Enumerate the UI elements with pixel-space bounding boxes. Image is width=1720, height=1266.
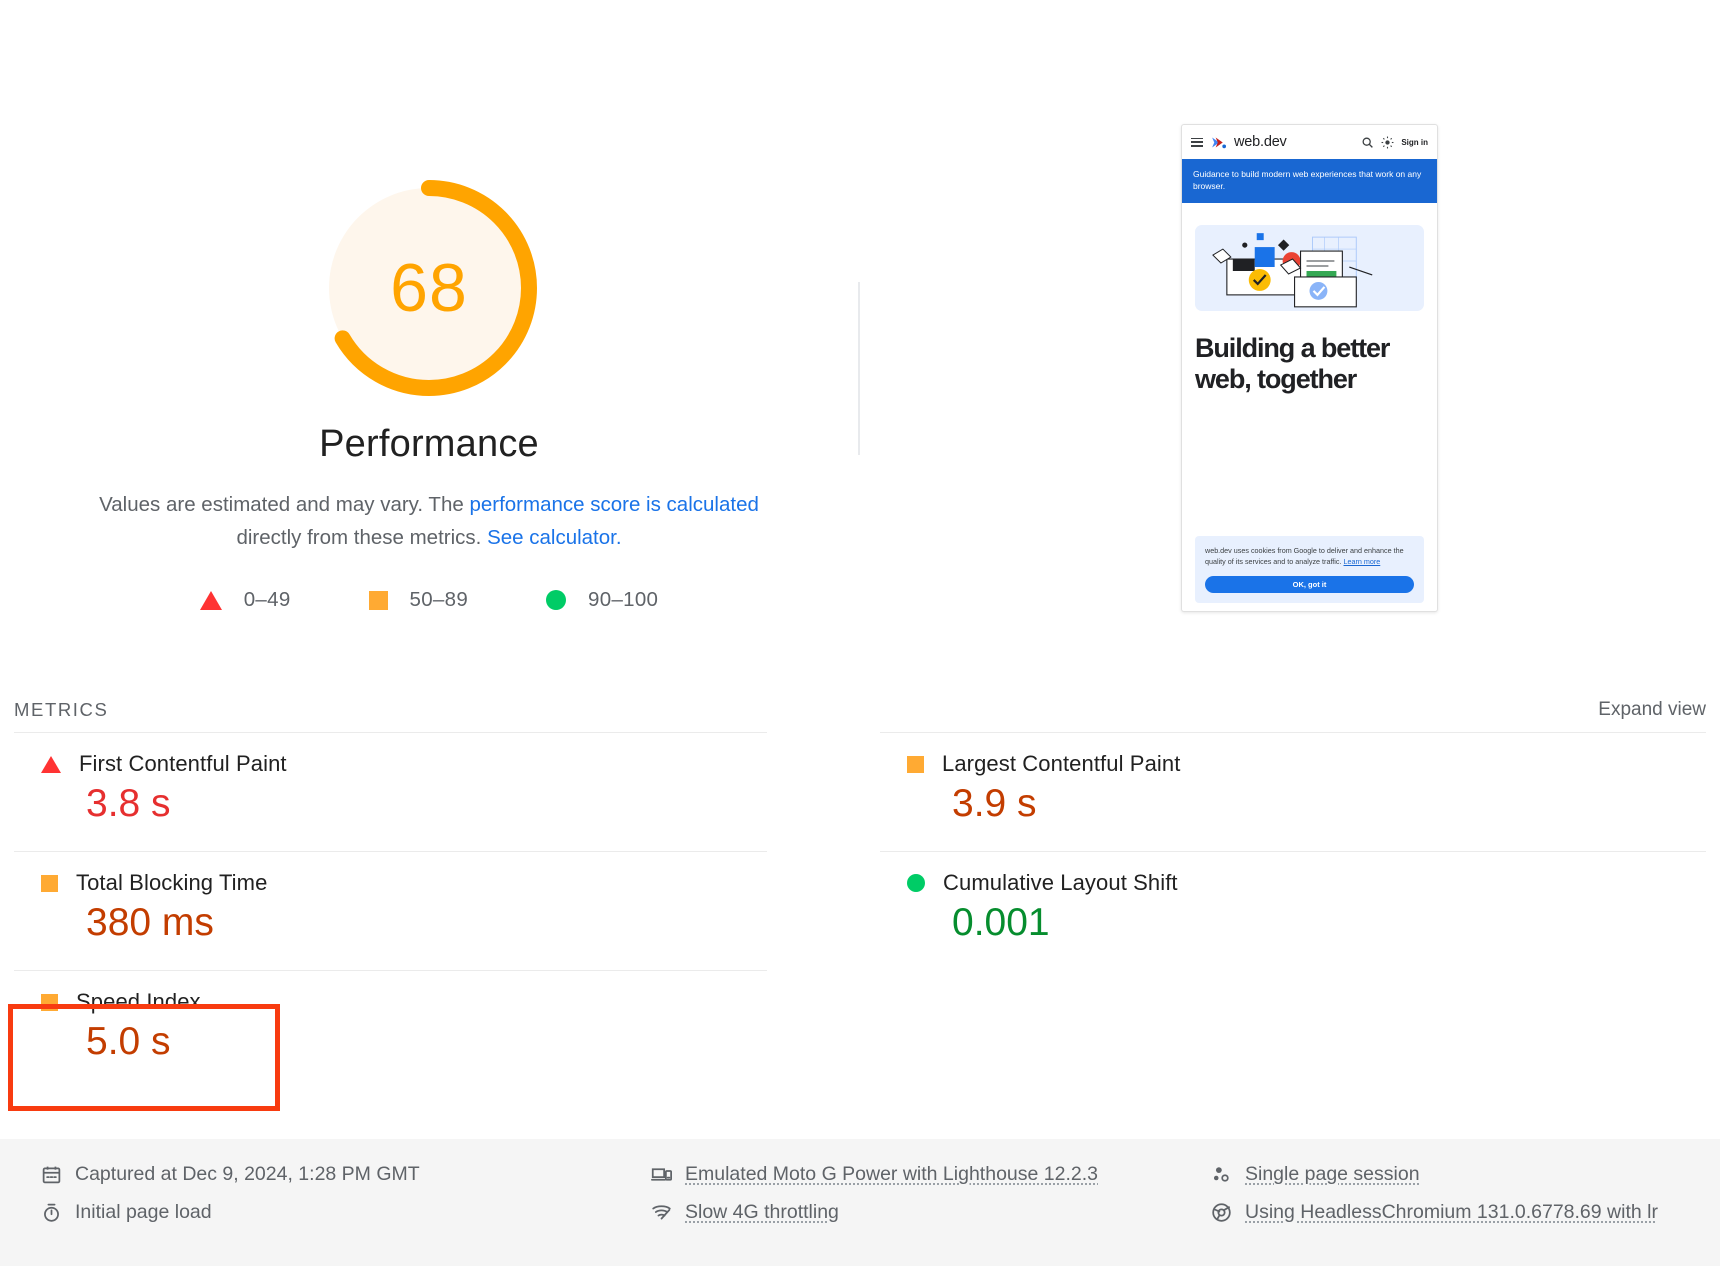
metric-label: First Contentful Paint bbox=[79, 751, 287, 776]
square-icon bbox=[41, 993, 58, 1011]
thumbnail-headline: Building a better web, together bbox=[1195, 333, 1390, 394]
see-calculator-link[interactable]: See calculator. bbox=[487, 526, 622, 550]
metric-label: Largest Contentful Paint bbox=[942, 751, 1181, 776]
chrome-icon bbox=[1210, 1202, 1232, 1224]
metric-row: Speed Index bbox=[14, 989, 767, 1015]
footer-text[interactable]: Single page session bbox=[1245, 1163, 1420, 1185]
footer-item-emulated-device[interactable]: Emulated Moto G Power with Lighthouse 12… bbox=[650, 1163, 1210, 1186]
legend-label-pass: 90–100 bbox=[588, 588, 659, 612]
metric-value: 5.0 s bbox=[86, 1020, 171, 1064]
footer-item-throttling[interactable]: Slow 4G throttling bbox=[650, 1201, 1210, 1224]
metrics-header: METRICS Expand view bbox=[0, 690, 1720, 730]
footer-text[interactable]: Slow 4G throttling bbox=[685, 1201, 839, 1223]
thumbnail-cookie-text: web.dev uses cookies from Google to deli… bbox=[1205, 545, 1414, 568]
performance-gauge[interactable]: 68 bbox=[318, 177, 540, 399]
metric-cumulative-layout-shift[interactable]: Cumulative Layout Shift 0.001 bbox=[880, 851, 1706, 970]
metric-largest-contentful-paint[interactable]: Largest Contentful Paint 3.9 s bbox=[880, 732, 1706, 851]
metrics-column-left: First Contentful Paint 3.8 s Total Block… bbox=[0, 732, 860, 1089]
cookie-learn-more-link: Learn more bbox=[1343, 557, 1381, 567]
metric-value: 0.001 bbox=[952, 901, 1050, 945]
metric-value: 380 ms bbox=[86, 901, 214, 945]
metric-label: Cumulative Layout Shift bbox=[943, 870, 1178, 896]
calendar-icon bbox=[40, 1164, 62, 1186]
footer-item-user-agent[interactable]: Using HeadlessChromium 131.0.6778.69 wit… bbox=[1210, 1201, 1680, 1224]
stopwatch-icon bbox=[40, 1202, 62, 1224]
score-description: Values are estimated and may vary. The p… bbox=[79, 488, 779, 554]
metric-row: Total Blocking Time bbox=[14, 870, 767, 896]
legend-item-average: 50–89 bbox=[368, 588, 469, 612]
metric-label: Speed Index bbox=[76, 989, 201, 1015]
thumbnail-site-header: web.dev Sign in bbox=[1182, 125, 1437, 159]
webdev-logo-icon bbox=[1212, 137, 1227, 148]
metric-first-contentful-paint[interactable]: First Contentful Paint 3.8 s bbox=[14, 732, 767, 851]
search-icon bbox=[1362, 137, 1374, 148]
gauge-score-value: 68 bbox=[390, 250, 468, 326]
thumbnail-hero-illustration bbox=[1195, 225, 1424, 311]
score-and-screenshot-area: 68 Performance Values are estimated and … bbox=[0, 0, 1438, 612]
metrics-grid: First Contentful Paint 3.8 s Total Block… bbox=[0, 732, 1720, 1089]
final-screenshot-thumbnail[interactable]: web.dev Sign in Guidance to build modern… bbox=[1181, 124, 1438, 612]
page-title: Performance bbox=[319, 423, 539, 465]
footer-item-captured-at: Captured at Dec 9, 2024, 1:28 PM GMT bbox=[40, 1163, 650, 1186]
metric-speed-index[interactable]: Speed Index 5.0 s bbox=[14, 970, 767, 1089]
metric-row: Largest Contentful Paint bbox=[880, 751, 1706, 777]
metric-row: Cumulative Layout Shift bbox=[880, 870, 1706, 896]
report-footer: Captured at Dec 9, 2024, 1:28 PM GMT Ini… bbox=[0, 1139, 1720, 1266]
sessions-icon bbox=[1210, 1164, 1232, 1186]
thumbnail-cookie-banner: web.dev uses cookies from Google to deli… bbox=[1195, 535, 1424, 603]
footer-column-capture: Captured at Dec 9, 2024, 1:28 PM GMT Ini… bbox=[40, 1163, 650, 1266]
score-description-mid: directly from these metrics. bbox=[236, 526, 488, 550]
legend-item-fail: 0–49 bbox=[199, 588, 291, 612]
square-icon bbox=[368, 590, 388, 610]
triangle-icon bbox=[199, 590, 222, 610]
metrics-column-right: Largest Contentful Paint 3.9 s Cumulativ… bbox=[860, 732, 1720, 1089]
square-icon bbox=[41, 874, 58, 892]
circle-icon bbox=[546, 590, 567, 611]
hamburger-menu-icon bbox=[1191, 137, 1203, 147]
triangle-icon bbox=[41, 755, 61, 773]
legend-label-average: 50–89 bbox=[409, 588, 469, 612]
footer-text: Captured at Dec 9, 2024, 1:28 PM GMT bbox=[75, 1163, 420, 1185]
score-scale-legend: 0–49 50–89 90–100 bbox=[199, 588, 659, 612]
thumbnail-sign-in-button: Sign in bbox=[1401, 137, 1428, 147]
thumbnail-brand-label: web.dev bbox=[1234, 134, 1287, 150]
square-icon bbox=[907, 755, 924, 773]
devices-icon bbox=[650, 1164, 672, 1186]
metric-label: Total Blocking Time bbox=[76, 870, 268, 896]
footer-text[interactable]: Using HeadlessChromium 131.0.6778.69 wit… bbox=[1245, 1201, 1658, 1223]
network-icon bbox=[650, 1202, 672, 1224]
expand-view-toggle[interactable]: Expand view bbox=[1598, 699, 1706, 720]
cookie-accept-button: OK, got it bbox=[1205, 576, 1414, 593]
footer-text[interactable]: Emulated Moto G Power with Lighthouse 12… bbox=[685, 1163, 1098, 1185]
metric-total-blocking-time[interactable]: Total Blocking Time 380 ms bbox=[14, 851, 767, 970]
metrics-section-title: METRICS bbox=[14, 699, 109, 720]
footer-item-page-load-type: Initial page load bbox=[40, 1201, 650, 1224]
theme-toggle-icon bbox=[1381, 136, 1394, 148]
performance-score-calculated-link[interactable]: performance score is calculated bbox=[469, 493, 759, 516]
vertical-divider bbox=[858, 282, 860, 455]
cookie-text-body: web.dev uses cookies from Google to deli… bbox=[1205, 545, 1404, 567]
footer-column-environment: Emulated Moto G Power with Lighthouse 12… bbox=[650, 1163, 1210, 1266]
thumbnail-banner-text: Guidance to build modern web experiences… bbox=[1182, 159, 1437, 203]
performance-score-block: 68 Performance Values are estimated and … bbox=[0, 0, 858, 612]
footer-item-session-type[interactable]: Single page session bbox=[1210, 1163, 1680, 1186]
score-description-pre: Values are estimated and may vary. The bbox=[99, 493, 470, 516]
circle-icon bbox=[907, 874, 925, 893]
legend-label-fail: 0–49 bbox=[243, 588, 291, 612]
metric-value: 3.8 s bbox=[86, 782, 171, 825]
footer-text: Initial page load bbox=[75, 1201, 212, 1223]
metric-row: First Contentful Paint bbox=[14, 751, 767, 777]
legend-item-pass: 90–100 bbox=[546, 588, 658, 612]
metric-value: 3.9 s bbox=[952, 782, 1037, 825]
footer-column-session: Single page session Using HeadlessChromi… bbox=[1210, 1163, 1680, 1266]
